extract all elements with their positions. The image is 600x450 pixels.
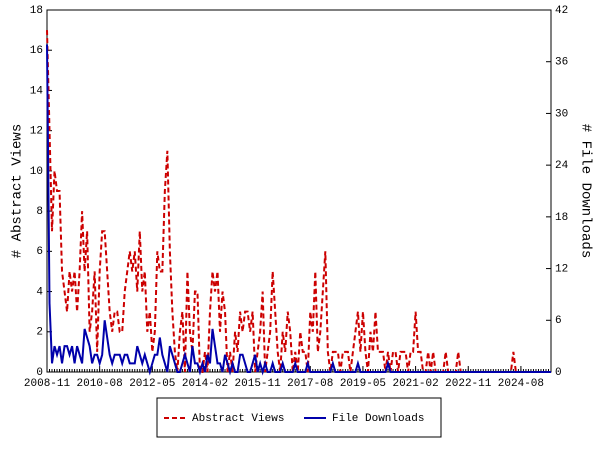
y2-tick-label: 12	[555, 263, 568, 275]
x-tick-label: 2014-02	[182, 378, 228, 390]
y-tick-label: 4	[36, 286, 43, 298]
x-tick-label: 2015-11	[235, 378, 282, 390]
y-tick-label: 14	[30, 85, 44, 97]
x-tick-label: 2010-08	[77, 378, 123, 390]
x-tick-label: 2012-05	[129, 378, 175, 390]
y-axis-label: # Abstract Views	[10, 124, 26, 258]
legend-label: Abstract Views	[192, 413, 284, 425]
legend-box	[156, 397, 442, 438]
x-tick-label: 2024-08	[498, 378, 544, 390]
series-line	[46, 44, 551, 376]
x-tick-label: 2019-05	[340, 378, 386, 390]
y-tick-label: 18	[30, 5, 43, 17]
y-tick-label: 16	[30, 45, 43, 57]
y2-tick-label: 0	[555, 367, 562, 379]
x-tick-label: 2022-11	[445, 378, 492, 390]
y2-tick-label: 6	[555, 315, 562, 327]
x-tick-label: 2008-11	[24, 378, 71, 390]
legend-label: File Downloads	[332, 413, 424, 425]
y2-tick-label: 36	[555, 57, 568, 69]
x-tick-label: 2017-08	[287, 378, 333, 390]
y-tick-label: 2	[36, 327, 43, 339]
y-tick-label: 12	[30, 126, 43, 138]
x-tick-label: 2021-02	[392, 378, 438, 390]
y2-tick-label: 24	[555, 160, 569, 172]
y2-tick-label: 42	[555, 5, 568, 17]
y2-axis-label: # File Downloads	[577, 124, 593, 258]
y-tick-label: 8	[36, 206, 43, 218]
y-tick-label: 6	[36, 246, 43, 258]
y-tick-label: 10	[30, 166, 43, 178]
y2-tick-label: 30	[555, 108, 568, 120]
y2-tick-label: 18	[555, 212, 568, 224]
y-tick-label: 0	[36, 367, 43, 379]
